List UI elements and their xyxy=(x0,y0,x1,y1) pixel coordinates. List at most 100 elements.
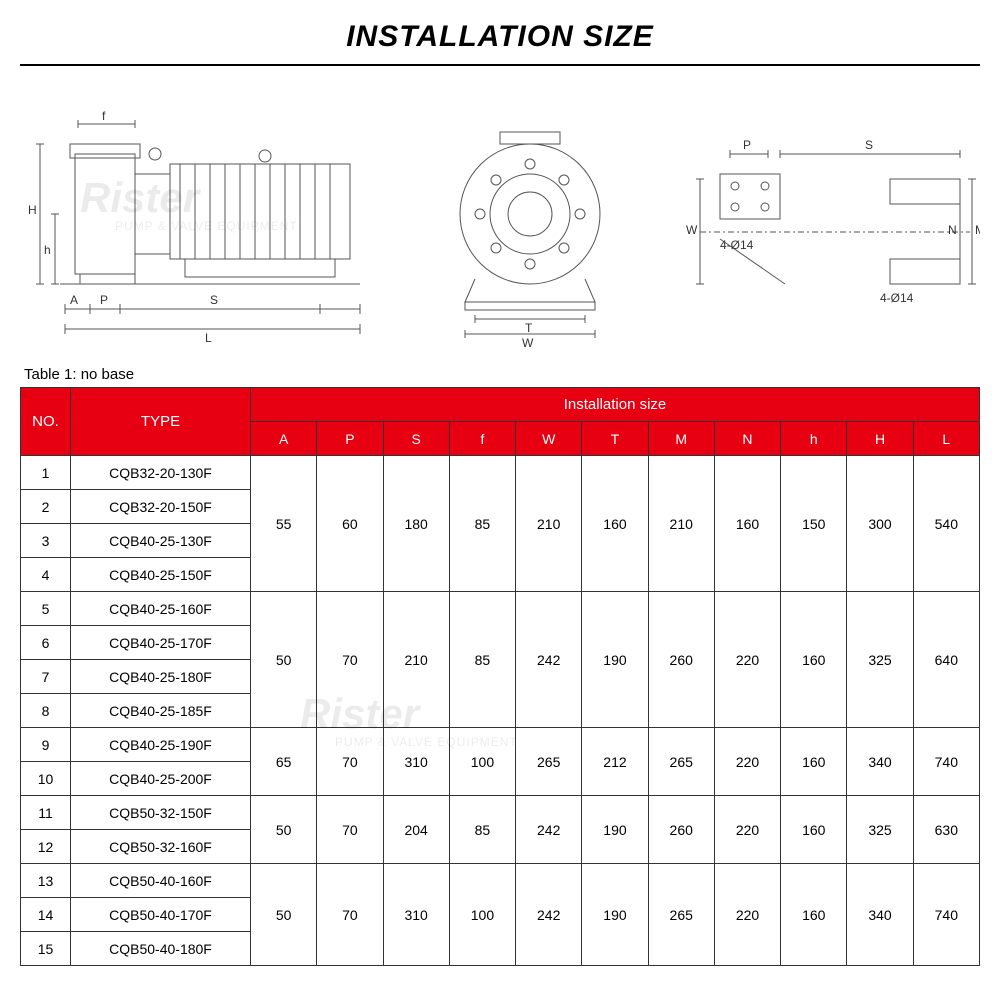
diagram-area: Rister PUMP & VALVE EQUIPMENT xyxy=(20,84,980,354)
cell-no: 2 xyxy=(21,490,71,524)
cell-value: 50 xyxy=(251,796,317,864)
cell-value: 210 xyxy=(648,456,714,592)
dim-A: A xyxy=(70,293,78,307)
cell-value: 180 xyxy=(383,456,449,592)
dim-holes2: 4-Ø14 xyxy=(880,291,914,305)
cell-value: 242 xyxy=(516,864,582,966)
dim-f: f xyxy=(102,109,106,123)
cell-type: CQB40-25-160F xyxy=(71,592,251,626)
cell-value: 160 xyxy=(781,796,847,864)
cell-value: 70 xyxy=(317,864,383,966)
table-row: 1CQB32-20-130F55601808521016021016015030… xyxy=(21,456,980,490)
cell-value: 160 xyxy=(781,592,847,728)
dim-h: h xyxy=(44,243,51,257)
dim-W2: W xyxy=(686,223,698,237)
cell-value: 190 xyxy=(582,864,648,966)
cell-value: 325 xyxy=(847,592,913,728)
cell-type: CQB50-32-160F xyxy=(71,830,251,864)
cell-value: 212 xyxy=(582,728,648,796)
cell-value: 65 xyxy=(251,728,317,796)
table-body: 1CQB32-20-130F55601808521016021016015030… xyxy=(21,456,980,966)
cell-value: 740 xyxy=(913,728,979,796)
th-col: h xyxy=(781,422,847,456)
cell-value: 242 xyxy=(516,796,582,864)
th-col: M xyxy=(648,422,714,456)
cell-no: 11 xyxy=(21,796,71,830)
cell-value: 150 xyxy=(781,456,847,592)
th-col: f xyxy=(449,422,515,456)
cell-value: 210 xyxy=(516,456,582,592)
page-title: INSTALLATION SIZE xyxy=(20,20,980,54)
cell-value: 190 xyxy=(582,592,648,728)
table-row: 5CQB40-25-160F50702108524219026022016032… xyxy=(21,592,980,626)
dim-L: L xyxy=(205,331,212,345)
cell-value: 55 xyxy=(251,456,317,592)
th-col: H xyxy=(847,422,913,456)
cell-type: CQB50-32-150F xyxy=(71,796,251,830)
cell-value: 540 xyxy=(913,456,979,592)
cell-value: 340 xyxy=(847,864,913,966)
cell-no: 10 xyxy=(21,762,71,796)
cell-value: 70 xyxy=(317,728,383,796)
cell-value: 220 xyxy=(714,796,780,864)
cell-value: 60 xyxy=(317,456,383,592)
th-col: N xyxy=(714,422,780,456)
cell-value: 70 xyxy=(317,592,383,728)
cell-value: 204 xyxy=(383,796,449,864)
cell-value: 265 xyxy=(516,728,582,796)
table-row: 9CQB40-25-190F65703101002652122652201603… xyxy=(21,728,980,762)
cell-value: 160 xyxy=(714,456,780,592)
cell-value: 190 xyxy=(582,796,648,864)
dim-T: T xyxy=(525,321,533,335)
cell-value: 740 xyxy=(913,864,979,966)
dim-S: S xyxy=(210,293,218,307)
cell-type: CQB32-20-130F xyxy=(71,456,251,490)
cell-no: 3 xyxy=(21,524,71,558)
cell-value: 300 xyxy=(847,456,913,592)
cell-value: 85 xyxy=(449,592,515,728)
cell-type: CQB32-20-150F xyxy=(71,490,251,524)
cell-type: CQB40-25-185F xyxy=(71,694,251,728)
cell-no: 9 xyxy=(21,728,71,762)
cell-type: CQB40-25-130F xyxy=(71,524,251,558)
cell-no: 15 xyxy=(21,932,71,966)
page: INSTALLATION SIZE Rister PUMP & VALVE EQ… xyxy=(0,0,1000,966)
cell-value: 310 xyxy=(383,864,449,966)
th-col: P xyxy=(317,422,383,456)
table-row: 13CQB50-40-160F5070310100242190265220160… xyxy=(21,864,980,898)
th-type: TYPE xyxy=(71,388,251,456)
spec-table: NO. TYPE Installation size APSfWTMNhHL 1… xyxy=(20,387,980,966)
dim-S2: S xyxy=(865,138,873,152)
th-no: NO. xyxy=(21,388,71,456)
th-col: W xyxy=(516,422,582,456)
dim-H: H xyxy=(28,203,37,217)
cell-value: 100 xyxy=(449,864,515,966)
cell-value: 640 xyxy=(913,592,979,728)
dim-holes1: 4-Ø14 xyxy=(720,238,754,252)
cell-type: CQB40-25-200F xyxy=(71,762,251,796)
cell-no: 4 xyxy=(21,558,71,592)
cell-value: 340 xyxy=(847,728,913,796)
cell-value: 260 xyxy=(648,592,714,728)
cell-value: 265 xyxy=(648,864,714,966)
cell-value: 85 xyxy=(449,456,515,592)
cell-no: 13 xyxy=(21,864,71,898)
cell-value: 310 xyxy=(383,728,449,796)
th-group: Installation size xyxy=(251,388,980,422)
th-col: T xyxy=(582,422,648,456)
cell-type: CQB50-40-180F xyxy=(71,932,251,966)
dim-W: W xyxy=(522,336,534,350)
cell-no: 1 xyxy=(21,456,71,490)
cell-type: CQB40-25-150F xyxy=(71,558,251,592)
cell-type: CQB40-25-190F xyxy=(71,728,251,762)
cell-value: 70 xyxy=(317,796,383,864)
cell-value: 220 xyxy=(714,592,780,728)
cell-type: CQB40-25-180F xyxy=(71,660,251,694)
cell-no: 7 xyxy=(21,660,71,694)
cell-value: 160 xyxy=(781,728,847,796)
title-underline xyxy=(20,64,980,66)
cell-type: CQB50-40-160F xyxy=(71,864,251,898)
cell-no: 14 xyxy=(21,898,71,932)
cell-no: 12 xyxy=(21,830,71,864)
table-head: NO. TYPE Installation size APSfWTMNhHL xyxy=(21,388,980,456)
